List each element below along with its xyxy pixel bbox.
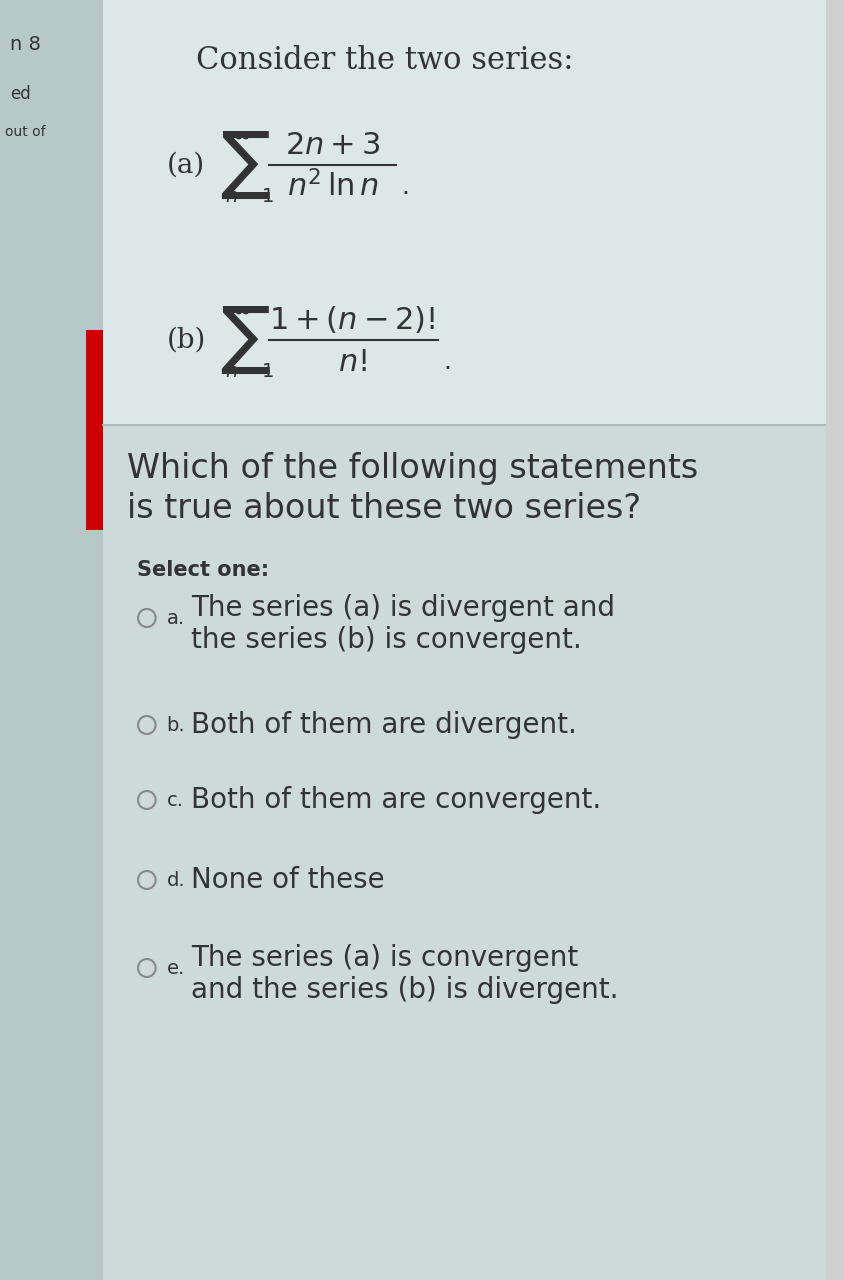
Text: $\infty$: $\infty$ bbox=[232, 124, 250, 146]
Text: $\sum$: $\sum$ bbox=[220, 129, 271, 201]
Text: and the series (b) is divergent.: and the series (b) is divergent. bbox=[191, 977, 619, 1004]
Text: e.: e. bbox=[166, 959, 185, 978]
Text: $n{=}1$: $n{=}1$ bbox=[225, 188, 274, 206]
Text: .: . bbox=[401, 175, 409, 198]
Text: the series (b) is convergent.: the series (b) is convergent. bbox=[191, 626, 582, 654]
FancyBboxPatch shape bbox=[103, 425, 826, 1280]
Text: $n{=}1$: $n{=}1$ bbox=[225, 364, 274, 381]
Text: (b): (b) bbox=[166, 326, 206, 353]
Text: Select one:: Select one: bbox=[137, 561, 269, 580]
Text: Which of the following statements: Which of the following statements bbox=[127, 452, 699, 485]
Text: d.: d. bbox=[166, 870, 185, 890]
FancyBboxPatch shape bbox=[0, 0, 103, 1280]
Text: Consider the two series:: Consider the two series: bbox=[196, 45, 573, 76]
Text: $\infty$: $\infty$ bbox=[232, 300, 250, 321]
Text: $n!$: $n!$ bbox=[338, 347, 367, 378]
FancyBboxPatch shape bbox=[103, 0, 826, 850]
Text: a.: a. bbox=[166, 608, 185, 627]
Text: b.: b. bbox=[166, 716, 185, 735]
Text: ed: ed bbox=[10, 84, 30, 102]
Text: (a): (a) bbox=[166, 151, 204, 178]
FancyBboxPatch shape bbox=[103, 0, 826, 1280]
Text: Both of them are divergent.: Both of them are divergent. bbox=[191, 710, 576, 739]
Text: .: . bbox=[443, 349, 452, 374]
Text: $1+(n-2)!$: $1+(n-2)!$ bbox=[269, 305, 436, 335]
Text: $n^2\,\ln n$: $n^2\,\ln n$ bbox=[287, 170, 379, 204]
FancyBboxPatch shape bbox=[103, 0, 826, 430]
Text: out of: out of bbox=[5, 125, 46, 140]
Text: c.: c. bbox=[166, 791, 183, 809]
Text: $\sum$: $\sum$ bbox=[220, 305, 271, 375]
Text: Both of them are convergent.: Both of them are convergent. bbox=[191, 786, 601, 814]
Text: The series (a) is convergent: The series (a) is convergent bbox=[191, 945, 578, 972]
Text: $2n+3$: $2n+3$ bbox=[285, 129, 381, 160]
FancyBboxPatch shape bbox=[86, 330, 103, 530]
Text: n 8: n 8 bbox=[10, 35, 41, 54]
Text: None of these: None of these bbox=[191, 867, 385, 893]
FancyBboxPatch shape bbox=[0, 0, 103, 1280]
Text: The series (a) is divergent and: The series (a) is divergent and bbox=[191, 594, 615, 622]
Text: is true about these two series?: is true about these two series? bbox=[127, 492, 641, 525]
